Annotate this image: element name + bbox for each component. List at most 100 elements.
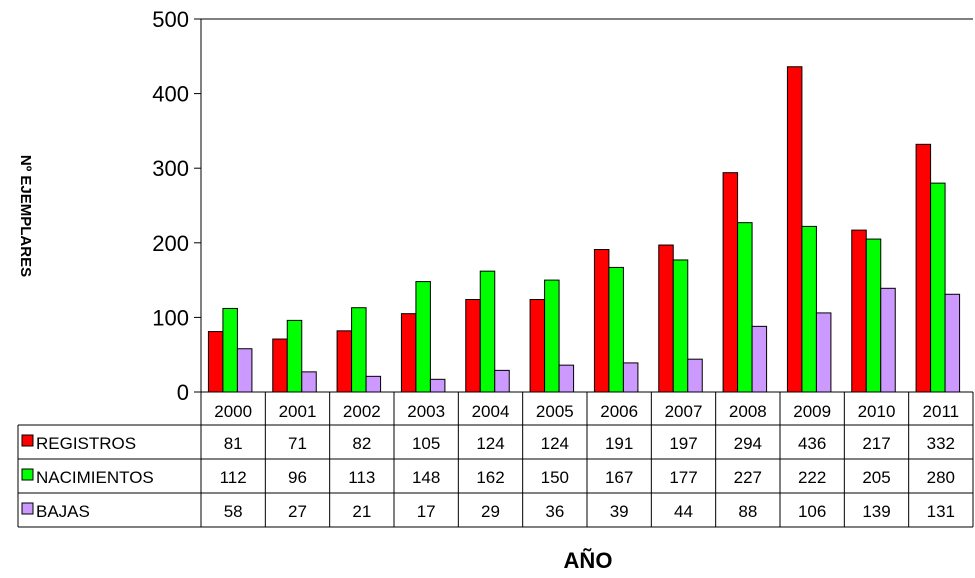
table-value-nacimientos: 96 [288, 468, 307, 487]
table-value-bajas: 36 [545, 502, 564, 521]
bar-registros-2007 [658, 244, 674, 393]
table-value-registros: 105 [412, 434, 440, 453]
table-value-registros: 294 [734, 434, 762, 453]
y-tick-label: 100 [152, 305, 189, 330]
bar-nacimientos-2006 [608, 266, 624, 393]
x-tick-label: 2003 [407, 402, 445, 421]
bar-bajas-2005 [558, 364, 575, 393]
table-value-nacimientos: 113 [348, 468, 375, 487]
bar-bajas-2010 [880, 287, 896, 393]
bar-registros-2005 [529, 298, 546, 393]
legend-key-bajas [21, 502, 34, 515]
bar-bajas-2011 [944, 293, 961, 393]
legend-label: BAJAS [36, 502, 90, 521]
x-tick-label: 2000 [214, 402, 252, 421]
y-tick-label: 500 [152, 7, 189, 32]
y-tick-label: 200 [152, 231, 189, 256]
bar-registros-2009 [786, 66, 803, 393]
bar-bajas-2006 [622, 362, 639, 393]
x-tick-label: 2007 [665, 402, 703, 421]
bar-nacimientos-2007 [672, 259, 689, 393]
bar-nacimientos-2011 [930, 182, 946, 393]
x-tick-label: 2002 [343, 402, 381, 421]
table-value-bajas: 44 [674, 502, 693, 521]
table-value-nacimientos: 112 [220, 468, 247, 487]
bar-nacimientos-2009 [801, 225, 817, 393]
y-axis-title: Nº EJEMPLARES [17, 155, 34, 277]
table-value-bajas: 27 [288, 502, 307, 521]
table-value-nacimientos: 227 [734, 468, 762, 487]
table-value-registros: 124 [476, 434, 504, 453]
x-tick-label: 2008 [729, 402, 767, 421]
x-tick-label: 2011 [923, 402, 960, 421]
table-value-bajas: 29 [481, 502, 500, 521]
bar-registros-2010 [851, 229, 867, 393]
legend-label: NACIMIENTOS [36, 468, 154, 487]
bar-bajas-2002 [365, 375, 382, 393]
bar-bajas-2000 [236, 348, 253, 393]
legend-key-nacimientos [21, 468, 34, 481]
table-value-nacimientos: 205 [862, 468, 890, 487]
bar-bajas-2003 [429, 378, 446, 393]
y-tick-label: 400 [152, 82, 189, 107]
table-value-bajas: 21 [352, 502, 371, 521]
bar-registros-2003 [400, 313, 417, 393]
table-value-bajas: 88 [738, 502, 757, 521]
table-value-registros: 217 [862, 434, 890, 453]
table-value-registros: 71 [288, 434, 307, 453]
bar-nacimientos-2002 [351, 307, 367, 393]
x-tick-label: 2010 [858, 402, 896, 421]
table-value-bajas: 139 [862, 502, 890, 521]
table-value-registros: 82 [352, 434, 371, 453]
legend-key-registros [21, 434, 34, 447]
table-value-bajas: 17 [417, 502, 436, 521]
bar-registros-2001 [272, 338, 288, 393]
bar-nacimientos-2004 [479, 270, 496, 393]
table-value-bajas: 131 [927, 502, 955, 521]
bar-registros-2008 [722, 172, 739, 393]
bar-nacimientos-2005 [544, 279, 560, 393]
table-value-registros: 197 [669, 434, 697, 453]
data-table: 2000 2001 2002 2003 2004 2005 2006 2007 2008 2009… [17, 391, 974, 528]
bar-bajas-2004 [494, 369, 510, 393]
bar-registros-2011 [915, 143, 932, 393]
table-value-nacimientos: 167 [605, 468, 633, 487]
bar-bajas-2009 [815, 312, 832, 393]
table-value-nacimientos: 150 [541, 468, 569, 487]
plot-area [201, 18, 973, 393]
table-value-nacimientos: 148 [412, 468, 440, 487]
y-tick-label: 0 [177, 380, 189, 405]
y-tick-label: 300 [152, 156, 189, 181]
bar-registros-2000 [207, 331, 224, 393]
table-value-nacimientos: 280 [927, 468, 955, 487]
bar-bajas-2008 [751, 325, 768, 393]
table-value-registros: 332 [927, 434, 955, 453]
y-axis: 0 100 200 300 400 500 [152, 7, 202, 405]
table-value-nacimientos: 162 [476, 468, 504, 487]
bar-registros-2004 [465, 298, 481, 393]
table-value-registros: 436 [798, 434, 826, 453]
bar-nacimientos-2008 [737, 222, 753, 393]
bar-bajas-2007 [687, 358, 703, 393]
x-axis-title: AÑO [564, 548, 613, 573]
x-tick-label: 2006 [600, 402, 638, 421]
table-value-nacimientos: 177 [669, 468, 697, 487]
bar-registros-2002 [336, 330, 353, 393]
bar-registros-2006 [593, 249, 610, 393]
x-tick-label: 2001 [279, 402, 317, 421]
x-tick-label: 2009 [793, 402, 831, 421]
table-value-registros: 124 [541, 434, 569, 453]
table-value-bajas: 58 [224, 502, 243, 521]
legend-label: REGISTROS [36, 434, 136, 453]
bar-nacimientos-2003 [415, 281, 431, 393]
bar-nacimientos-2000 [222, 307, 238, 393]
bar-nacimientos-2001 [286, 319, 303, 393]
table-value-bajas: 106 [798, 502, 826, 521]
table-value-bajas: 39 [610, 502, 629, 521]
table-value-registros: 81 [224, 434, 243, 453]
bar-nacimientos-2010 [865, 238, 882, 393]
x-tick-label: 2004 [472, 402, 510, 421]
x-tick-label: 2005 [536, 402, 574, 421]
table-value-nacimientos: 222 [798, 468, 826, 487]
